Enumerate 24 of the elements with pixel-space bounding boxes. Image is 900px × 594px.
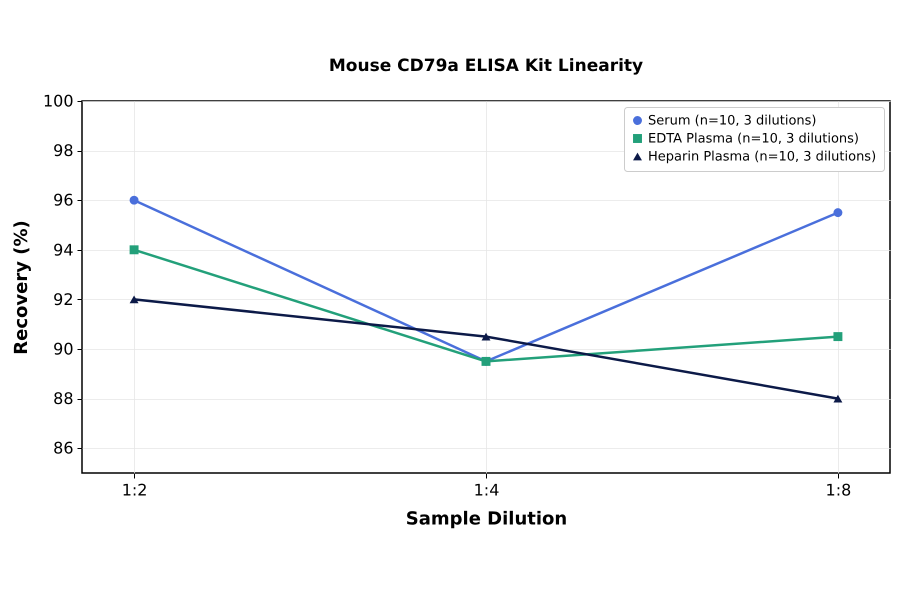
point bbox=[130, 245, 139, 254]
y-tick-label: 92 bbox=[53, 290, 74, 309]
legend-label: EDTA Plasma (n=10, 3 dilutions) bbox=[648, 132, 860, 146]
point bbox=[130, 296, 139, 304]
point bbox=[482, 332, 490, 340]
x-tick-label: 1:2 bbox=[122, 480, 148, 500]
point bbox=[833, 394, 842, 402]
x-tick-label: 1:8 bbox=[826, 480, 852, 500]
x-tick-label: 1:4 bbox=[474, 480, 500, 500]
point bbox=[833, 332, 842, 342]
y-tick-label: 98 bbox=[53, 141, 74, 160]
y-tick-label: 96 bbox=[53, 190, 74, 210]
y-tick-label: 100 bbox=[42, 92, 74, 110]
y-tick-label: 90 bbox=[53, 340, 74, 358]
y-tick-label: 88 bbox=[53, 389, 74, 408]
point bbox=[130, 196, 139, 205]
point bbox=[833, 208, 842, 218]
chart-title: Mouse CD79a ELISA Kit Linearity bbox=[328, 56, 644, 76]
y-tick-label: 86 bbox=[53, 438, 74, 458]
y-tick-label: 94 bbox=[53, 240, 74, 260]
x-axis-title: Sample Dilution bbox=[406, 508, 568, 530]
legend-label: Heparin Plasma (n=10, 3 dilutions) bbox=[648, 150, 876, 164]
legend-label: Serum (n=10, 3 dilutions) bbox=[648, 114, 817, 128]
y-axis-title: Recovery (%) bbox=[10, 220, 32, 355]
